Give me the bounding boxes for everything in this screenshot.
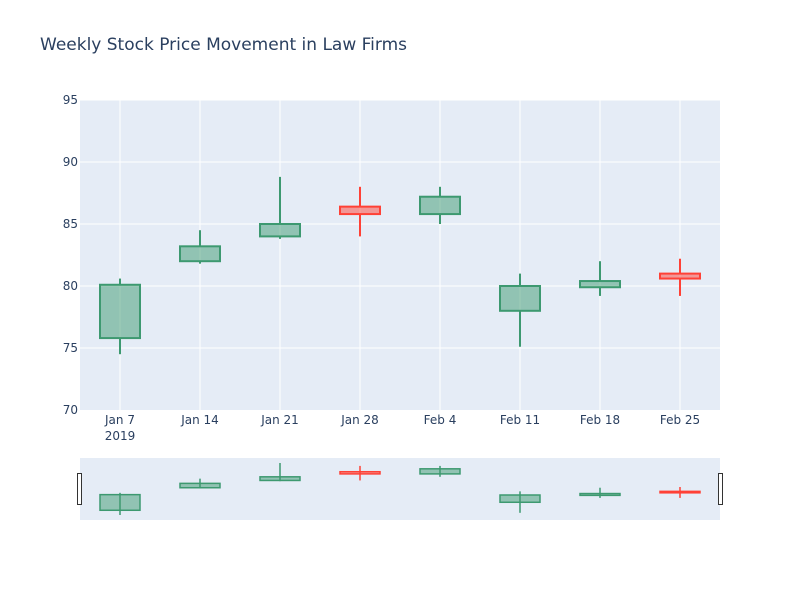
candle-body — [579, 280, 621, 289]
mini-candle — [99, 492, 141, 515]
mini-candle-body — [339, 470, 381, 475]
candle-increasing[interactable] — [179, 230, 221, 264]
x-tick-label: Jan 7 — [104, 413, 135, 427]
y-tick-label: 80 — [63, 279, 78, 293]
grid-layer — [80, 99, 720, 410]
mini-candle — [259, 463, 301, 482]
candles-layer[interactable] — [99, 176, 701, 355]
y-tick-label: 95 — [63, 93, 78, 107]
candle-decreasing[interactable] — [659, 258, 701, 296]
mini-candle-body — [419, 468, 461, 475]
candle-body — [259, 223, 301, 238]
candle-increasing[interactable] — [99, 278, 141, 355]
candle-body — [179, 245, 221, 263]
mini-candle — [659, 487, 701, 498]
y-tick-label: 70 — [63, 403, 78, 417]
chart-title: Weekly Stock Price Movement in Law Firms — [40, 35, 407, 55]
mini-candle-body — [99, 493, 141, 512]
mini-candle — [339, 465, 381, 481]
candle-increasing[interactable] — [579, 261, 621, 296]
x-tick-label: Jan 14 — [180, 413, 219, 427]
x-year-label: 2019 — [105, 429, 136, 443]
x-tick-label: Jan 28 — [340, 413, 379, 427]
range-slider-left-handle[interactable] — [77, 473, 82, 505]
mini-candle-body — [579, 492, 621, 497]
y-tick-label: 85 — [63, 217, 78, 231]
candle-increasing[interactable] — [259, 176, 301, 239]
x-tick-label: Feb 25 — [660, 413, 700, 427]
candle-body — [99, 283, 141, 340]
y-tick-label: 75 — [63, 341, 78, 355]
y-tick-label: 90 — [63, 155, 78, 169]
mini-candle-body — [659, 490, 701, 494]
mini-candle — [179, 478, 221, 489]
y-axis: 70 75 80 85 90 95 — [63, 93, 78, 417]
candle-body — [499, 285, 541, 312]
mini-candle-body — [259, 476, 301, 482]
x-tick-label: Feb 18 — [580, 413, 620, 427]
x-tick-label: Jan 21 — [260, 413, 299, 427]
x-tick-label: Feb 4 — [424, 413, 457, 427]
x-tick-label: Feb 11 — [500, 413, 540, 427]
mini-candle-body — [179, 482, 221, 489]
range-slider-candles — [99, 463, 701, 515]
candle-increasing[interactable] — [419, 186, 461, 224]
candle-increasing[interactable] — [499, 273, 541, 347]
mini-candle-body — [499, 494, 541, 504]
range-slider[interactable] — [80, 458, 720, 520]
mini-candle — [579, 487, 621, 498]
x-axis: Jan 7 Jan 14 Jan 21 Jan 28 Feb 4 Feb 11 Feb 18… — [104, 413, 700, 443]
candle-body — [659, 272, 701, 280]
mini-candle — [419, 465, 461, 477]
mini-candle — [499, 491, 541, 513]
candle-body — [339, 205, 381, 216]
range-slider-right-handle[interactable] — [718, 473, 723, 505]
candle-decreasing[interactable] — [339, 186, 381, 237]
plot-area[interactable] — [80, 100, 720, 410]
candle-body — [419, 195, 461, 216]
